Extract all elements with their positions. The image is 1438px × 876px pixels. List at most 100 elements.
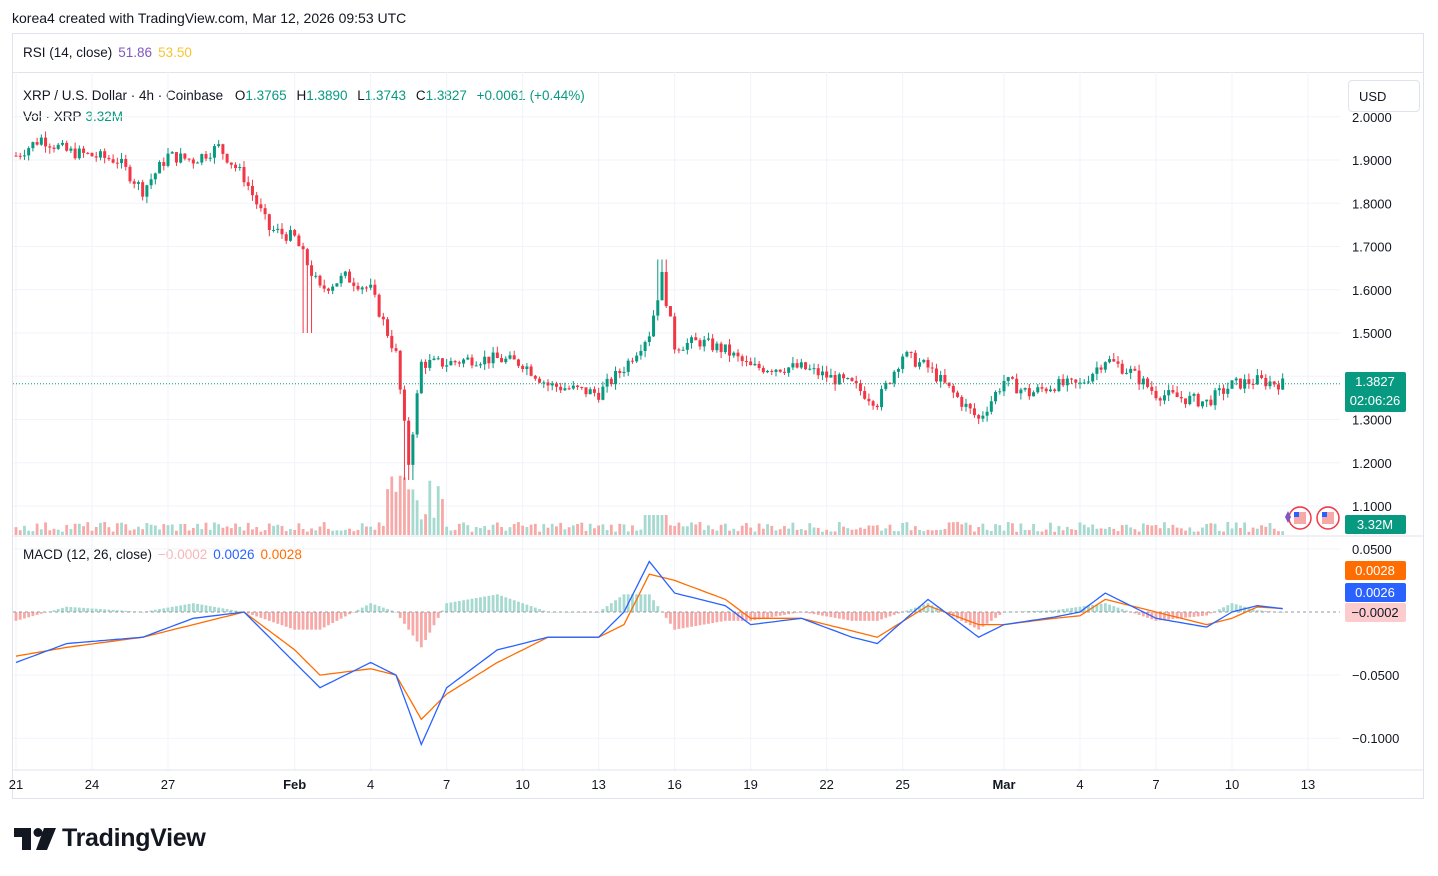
volume-bar xyxy=(1209,523,1213,535)
volume-bar xyxy=(238,526,242,535)
candle-body xyxy=(31,142,35,149)
candle-body xyxy=(698,340,702,347)
volume-badge: 3.32M xyxy=(1345,515,1406,534)
candle xyxy=(1036,384,1040,394)
volume-bar xyxy=(445,526,449,535)
histogram-bar xyxy=(35,612,39,615)
candle xyxy=(360,285,364,295)
candle-body xyxy=(103,151,107,158)
candle-body xyxy=(525,366,529,370)
candle-body xyxy=(964,403,968,407)
histogram-bar xyxy=(470,598,474,612)
histogram-bar xyxy=(1044,610,1048,612)
candle-body xyxy=(825,371,829,378)
volume-bar xyxy=(1015,531,1019,535)
macd-legend[interactable]: MACD (12, 26, close) −0.0002 0.0026 0.0028 xyxy=(23,547,302,562)
histogram-bar xyxy=(213,606,216,612)
candle-body xyxy=(1040,387,1044,389)
histogram-bar xyxy=(905,610,909,612)
candle xyxy=(94,151,98,162)
histogram-bar xyxy=(1108,604,1111,612)
candle xyxy=(141,179,145,201)
candle xyxy=(356,282,360,292)
candle xyxy=(343,270,347,279)
candle xyxy=(1175,386,1179,398)
histogram-bar xyxy=(204,605,208,612)
candle-body xyxy=(225,153,229,163)
histogram-bar xyxy=(1163,612,1166,620)
volume-bar xyxy=(736,531,740,535)
volume-bar xyxy=(111,531,115,535)
candle-body xyxy=(1032,392,1036,397)
candle-body xyxy=(500,358,504,363)
candle-body xyxy=(943,374,947,383)
histogram-bar xyxy=(297,612,301,630)
candle-body xyxy=(1116,361,1120,364)
candle-body xyxy=(1074,379,1078,383)
candle xyxy=(1010,375,1014,380)
histogram-bar xyxy=(728,612,731,621)
volume-bar xyxy=(132,529,136,535)
candle xyxy=(217,140,221,148)
volume-bar xyxy=(770,525,774,535)
volume-bar xyxy=(229,528,233,535)
histogram-bar xyxy=(968,612,972,626)
candle xyxy=(1091,372,1095,384)
signal-badge-bg xyxy=(1345,561,1406,580)
macd-label: MACD (12, 26, close) xyxy=(23,547,153,562)
open-label: O xyxy=(234,88,246,103)
volume-bar xyxy=(1116,531,1120,535)
candle xyxy=(643,340,647,358)
tradingview-logo[interactable]: TradingView xyxy=(14,824,206,853)
low-value: 1.3743 xyxy=(364,88,407,103)
candle xyxy=(60,139,64,147)
volume-bar xyxy=(1184,530,1187,535)
histogram-bar xyxy=(1011,611,1014,613)
volume-bar xyxy=(474,527,478,535)
candle xyxy=(711,334,715,353)
candle xyxy=(487,356,491,369)
candle xyxy=(550,381,554,391)
candle-body xyxy=(580,386,584,388)
candle xyxy=(715,341,719,353)
rsi-legend[interactable]: RSI (14, close) 51.86 53.50 xyxy=(23,45,192,60)
candle-body xyxy=(787,367,791,373)
volume-bar xyxy=(816,527,820,535)
candle xyxy=(597,387,601,403)
candle-body xyxy=(73,148,77,159)
histogram-bar xyxy=(707,612,710,624)
candle xyxy=(107,155,111,161)
candle-body xyxy=(381,316,385,320)
candle-body xyxy=(989,401,993,412)
volume-bar xyxy=(103,521,107,535)
volume-bar xyxy=(1171,524,1175,535)
candle xyxy=(407,417,411,481)
volume-bar xyxy=(1044,529,1048,535)
volume-bar xyxy=(901,523,905,535)
currency-selector[interactable]: USD xyxy=(1348,80,1420,112)
volume-bar xyxy=(1006,522,1010,535)
volume-bar xyxy=(951,522,955,535)
flag-canton xyxy=(1294,512,1299,517)
volume-bar xyxy=(1133,529,1137,535)
histogram-bar xyxy=(1006,611,1010,613)
candle-body xyxy=(960,396,964,407)
volume-bar xyxy=(491,524,495,535)
candle-body xyxy=(774,369,778,372)
volume-bar xyxy=(86,522,90,535)
histogram-bar xyxy=(918,606,921,612)
candle-body xyxy=(972,408,976,416)
histogram-bar xyxy=(825,612,829,617)
candle-body xyxy=(250,185,254,196)
volume-bar xyxy=(538,531,541,535)
volume-bar xyxy=(162,524,166,535)
histogram-bar xyxy=(1226,605,1230,612)
symbol-legend[interactable]: XRP / U.S. Dollar · 4h · Coinbase O1.376… xyxy=(23,88,585,103)
volume-bar xyxy=(626,531,630,535)
volume-bar xyxy=(643,515,647,535)
candle xyxy=(542,380,546,389)
candle xyxy=(719,341,723,359)
candle xyxy=(436,356,440,361)
candle xyxy=(225,153,229,164)
